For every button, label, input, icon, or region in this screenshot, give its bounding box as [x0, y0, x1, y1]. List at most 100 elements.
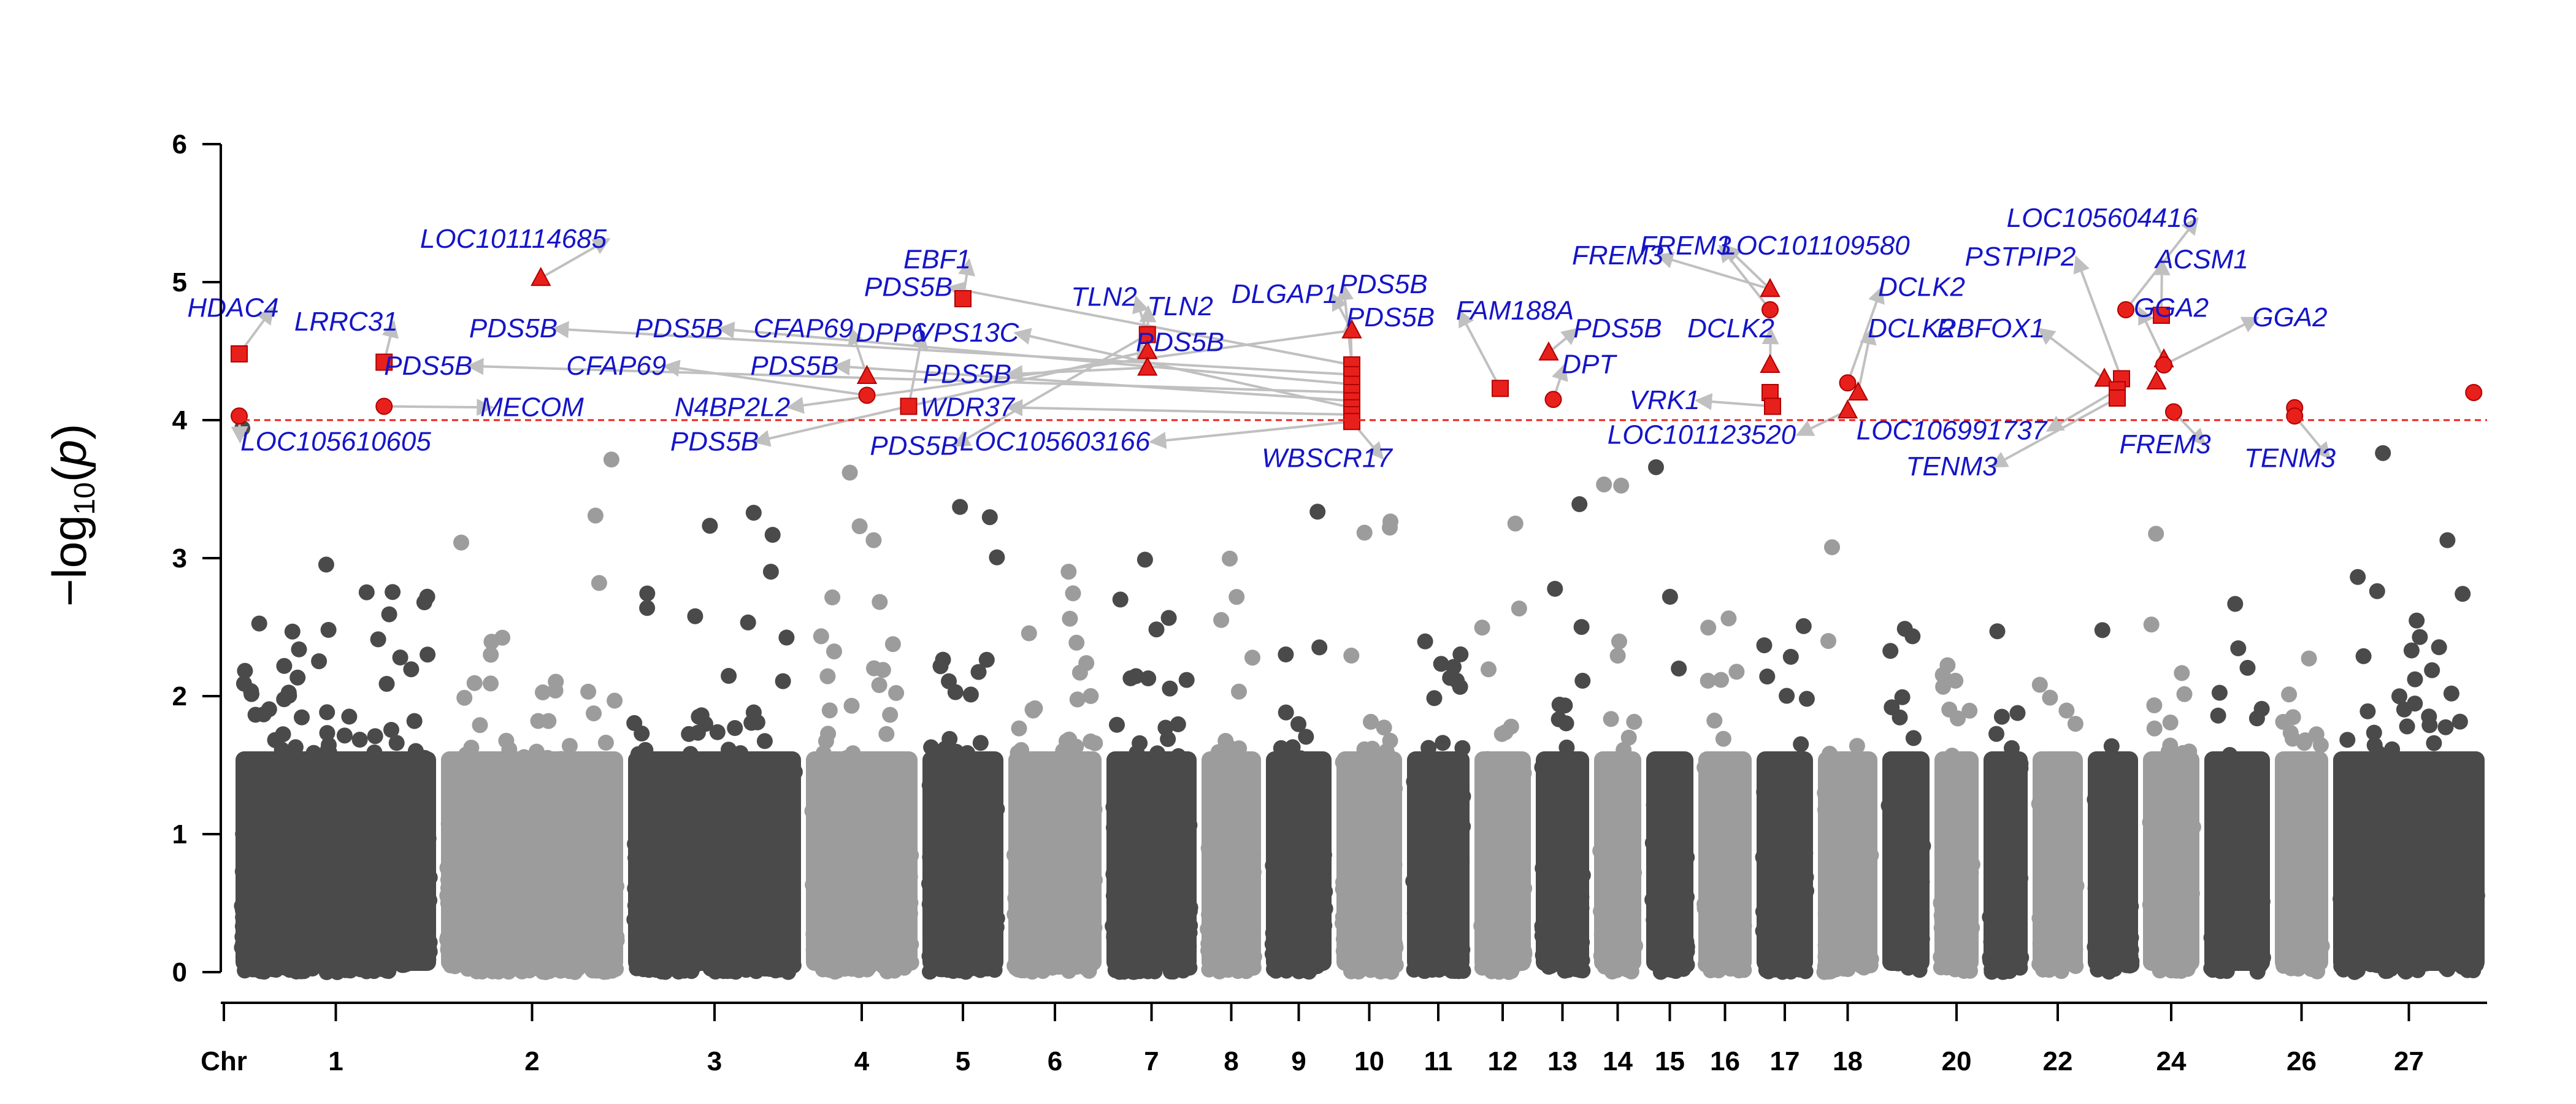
snp-point: [1222, 550, 1238, 567]
snp-dense-band: [922, 751, 1003, 971]
snp-dense-band: [1536, 751, 1589, 971]
snp-point: [319, 704, 335, 721]
chromosome-points-15: [1644, 459, 1695, 980]
snp-point: [1626, 713, 1643, 730]
chromosome-points-20: [1933, 657, 1980, 979]
snp-point: [1904, 628, 1921, 645]
snp-point: [821, 702, 838, 719]
snp-dense-band: [1594, 751, 1641, 971]
snp-point: [1947, 672, 1964, 689]
snp-point: [972, 735, 989, 751]
snp-point: [878, 726, 895, 742]
snp-point: [1894, 689, 1911, 705]
snp-point: [472, 717, 488, 734]
snp-point: [319, 725, 335, 742]
snp-point: [1700, 619, 1717, 636]
snp-point: [727, 720, 743, 736]
snp-point: [866, 660, 882, 677]
chromosome-points-1: [234, 420, 438, 980]
snp-point: [1160, 610, 1177, 626]
snp-point: [367, 728, 383, 745]
snp-point: [392, 650, 408, 665]
snp-point: [419, 588, 435, 605]
snp-point: [420, 646, 436, 663]
snp-point: [1671, 661, 1687, 677]
snp-point: [287, 739, 304, 756]
chromosome-points-14: [1592, 476, 1643, 979]
snp-point: [1069, 691, 1086, 708]
snp-point: [1700, 672, 1716, 689]
chromosome-points-11: [1405, 633, 1471, 979]
snp-point: [1435, 735, 1451, 751]
snp-point: [1574, 672, 1591, 689]
snp-point: [1060, 564, 1077, 580]
snp-point: [1820, 633, 1836, 650]
snp-point: [580, 683, 597, 700]
snp-point: [865, 532, 882, 548]
snp-point: [745, 704, 762, 721]
snp-point: [884, 636, 901, 653]
snp-point: [276, 657, 293, 674]
snp-point: [681, 726, 697, 742]
snp-point: [841, 464, 858, 481]
snp-point: [639, 585, 656, 602]
snp-point: [1988, 726, 2004, 742]
snp-point: [721, 668, 737, 684]
snp-dense-band: [1106, 751, 1197, 971]
snp-point: [824, 589, 841, 605]
snp-point: [1728, 664, 1745, 680]
snp-dense-band: [1934, 751, 1979, 971]
snp-point: [535, 684, 551, 700]
chromosome-points-5: [921, 499, 1005, 980]
snp-point: [1021, 625, 1037, 642]
snp-dense-band: [1882, 751, 1930, 971]
chromosome-points-4: [804, 464, 919, 980]
snp-point: [1122, 670, 1139, 686]
snp-point: [381, 606, 397, 623]
chromosome-points-6: [1006, 564, 1103, 980]
snp-point: [1109, 716, 1125, 733]
snp-point: [456, 689, 473, 706]
snp-dense-band: [1474, 751, 1531, 971]
snp-point: [1426, 690, 1443, 707]
snp-point: [941, 673, 957, 689]
snp-dense-band: [1818, 751, 1877, 971]
snp-point: [1229, 589, 1245, 605]
snp-point: [882, 707, 899, 723]
snp-point: [775, 673, 791, 689]
snp-dense-band: [628, 751, 801, 971]
snp-point: [237, 662, 253, 679]
chromosome-points-18: [1816, 539, 1879, 980]
snp-point: [1071, 664, 1088, 681]
snp-dense-band: [1407, 751, 1470, 971]
snp-point: [1759, 669, 1776, 684]
snp-point: [764, 527, 781, 543]
snp-point: [1217, 733, 1234, 749]
snp-point: [1137, 551, 1153, 568]
chromosome-points-13: [1534, 496, 1591, 979]
snp-point: [1474, 619, 1490, 636]
snp-point: [888, 684, 905, 701]
snp-point: [385, 584, 401, 600]
snp-dense-band: [1698, 751, 1752, 971]
snp-point: [466, 675, 483, 691]
snp-point: [843, 697, 860, 714]
snp-point: [1798, 691, 1815, 707]
snp-point: [294, 709, 310, 726]
snp-dense-band: [1266, 751, 1332, 971]
chromosome-points-3: [626, 505, 803, 980]
snp-dense-band: [806, 751, 918, 971]
snp-point: [1083, 733, 1099, 749]
snp-point: [403, 661, 420, 678]
snp-point: [1905, 730, 1922, 746]
snp-point: [1061, 731, 1078, 748]
snp-point: [1309, 504, 1326, 520]
snp-point: [935, 651, 951, 668]
snp-point: [1596, 476, 1612, 493]
snp-point: [1648, 459, 1664, 475]
snp-point: [762, 564, 779, 580]
snp-point: [1356, 524, 1373, 541]
snp-point: [709, 724, 726, 740]
snp-point: [1011, 720, 1027, 737]
snp-point: [1298, 729, 1314, 745]
